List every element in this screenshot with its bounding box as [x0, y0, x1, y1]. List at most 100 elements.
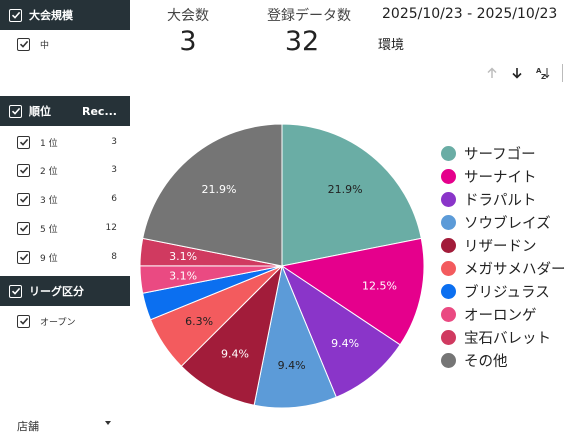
pie-slice[interactable] [281, 124, 422, 267]
legend-label: ブリジュラス [464, 284, 550, 301]
filter-rank-item[interactable]: 3 位 6 [17, 188, 117, 210]
check-icon [19, 40, 28, 48]
pie-slice[interactable] [280, 237, 425, 346]
store-dropdown[interactable]: 店舗 [17, 418, 111, 434]
legend-swatch [441, 191, 456, 207]
check-icon [19, 317, 28, 325]
legend-swatch [441, 283, 456, 299]
filter-rank-item[interactable]: 9 位 8 [17, 246, 117, 268]
filter-rank-item-count: 8 [111, 252, 117, 262]
pie-chart: 21.9% 12.5% 9.4% 9.4% 9.4% 6.3% 3.1% 3.1% 21.9% [139, 124, 425, 409]
filter-rank-item-label: 9 位 [40, 253, 58, 264]
check-icon [19, 195, 28, 203]
legend-item[interactable]: メガサメハダー [441, 257, 566, 279]
legend-label: サーナイト [464, 169, 537, 186]
pie-slice-label: 6.3% [185, 315, 213, 328]
filter-rank-item-label: 1 位 [40, 138, 58, 149]
checkbox[interactable] [17, 135, 30, 149]
legend-label: 宝石バレット [464, 330, 551, 347]
kpi-tournaments-label: 大会数 [167, 8, 209, 24]
checkbox[interactable] [17, 221, 30, 235]
kpi-records-label: 登録データ数 [267, 8, 351, 24]
kpi-records-value: 32 [284, 26, 320, 57]
filter-rank-item-count: 3 [111, 137, 117, 147]
filter-rank-item[interactable]: 2 位 3 [17, 159, 117, 181]
legend-item[interactable]: 宝石バレット [441, 326, 551, 348]
filter-rank-header[interactable]: 順位 Rec... [0, 96, 130, 126]
legend-item[interactable]: ブリジュラス [441, 280, 550, 302]
filter-rank-title: 順位 [29, 105, 51, 118]
date-range-text: 2025/10/23 - 2025/10/23 [382, 6, 558, 22]
legend-label: サーフゴー [464, 146, 536, 163]
legend-item[interactable]: ドラパルト [441, 188, 536, 210]
sort-descending-icon[interactable] [509, 62, 525, 84]
checkbox[interactable] [17, 163, 30, 177]
legend-item[interactable]: その他 [441, 349, 508, 371]
check-icon [11, 11, 20, 19]
pie-slice[interactable] [280, 264, 401, 398]
checkbox[interactable] [17, 250, 30, 264]
filter-size-item-label: 中 [40, 40, 50, 51]
svg-text:A: A [536, 67, 542, 75]
sort-ascending-icon[interactable] [484, 62, 500, 84]
table-column-header[interactable]: 環境 [378, 38, 405, 53]
legend-label: リザードン [464, 238, 537, 255]
legend-label: オーロンゲ [464, 307, 537, 324]
legend-swatch [441, 306, 456, 322]
filter-rank-item-label: 2 位 [40, 166, 58, 177]
filter-rank-item[interactable]: 1 位 3 [17, 131, 117, 153]
filter-size-header[interactable]: 大会規模 [0, 0, 130, 30]
dropdown-arrow-icon [105, 421, 111, 425]
legend-swatch [441, 260, 456, 276]
pie-slice[interactable] [253, 264, 337, 409]
checkbox[interactable] [17, 37, 30, 51]
legend-label: ドラパルト [464, 192, 537, 209]
filter-size-item[interactable]: 中 [17, 33, 117, 55]
legend-item[interactable]: オーロンゲ [441, 303, 537, 325]
legend-label: その他 [464, 353, 508, 370]
filter-rank-item-label: 3 位 [40, 195, 58, 206]
filter-rank-item-count: 3 [111, 165, 117, 175]
legend-swatch [441, 237, 456, 253]
filter-league-item-label: オープン [40, 317, 76, 328]
legend-swatch [441, 168, 456, 184]
pie-slice[interactable] [142, 124, 283, 267]
filter-rank-item-label: 5 位 [40, 224, 58, 235]
toolbar-divider [562, 64, 563, 82]
legend-item[interactable]: サーフゴー [441, 142, 536, 164]
check-icon [11, 287, 20, 295]
filter-league-title: リーグ区分 [29, 285, 84, 298]
legend-item[interactable]: サーナイト [441, 165, 537, 187]
filter-size-title: 大会規模 [29, 9, 73, 22]
filter-rank-item-count: 12 [105, 223, 117, 233]
check-icon [19, 166, 28, 174]
select-all-checkbox[interactable] [9, 104, 22, 118]
legend-swatch [441, 145, 456, 161]
checkbox[interactable] [17, 192, 30, 206]
legend-item[interactable]: リザードン [441, 234, 537, 256]
filter-league-header[interactable]: リーグ区分 [0, 276, 130, 306]
legend-swatch [441, 214, 456, 230]
select-all-checkbox[interactable] [9, 8, 22, 22]
legend-swatch [441, 352, 456, 368]
kpi-tournaments-value: 3 [179, 26, 197, 57]
check-icon [19, 224, 28, 232]
filter-rank-item[interactable]: 5 位 12 [17, 217, 117, 239]
pie-slice-label: 12.5% [362, 279, 397, 292]
filter-rank-col2: Rec... [82, 104, 117, 118]
legend-item[interactable]: ソウブレイズ [441, 211, 551, 233]
sort-alpha-icon[interactable]: A Z [534, 62, 552, 84]
store-dropdown-label: 店舗 [17, 420, 39, 433]
date-range-control[interactable]: 2025/10/23 - 2025/10/23 [370, 0, 578, 28]
pie-slice-label: 9.4% [221, 348, 249, 361]
pie-slice-label: 21.9% [201, 183, 236, 196]
select-all-checkbox[interactable] [9, 284, 22, 298]
filter-rank-item-count: 6 [111, 194, 117, 204]
pie-slice-label: 9.4% [278, 359, 306, 372]
pie-slice-label: 9.4% [331, 337, 359, 350]
pie-slice[interactable] [180, 264, 283, 406]
checkbox[interactable] [17, 314, 30, 328]
filter-league-item[interactable]: オープン [17, 310, 117, 332]
check-icon [19, 138, 28, 146]
check-icon [11, 107, 20, 115]
